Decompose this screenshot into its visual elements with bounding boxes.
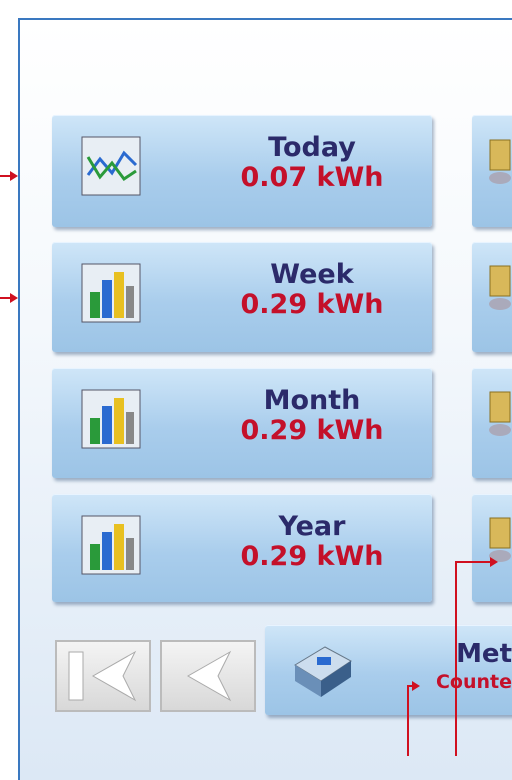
icon-bar — [90, 418, 100, 444]
meter-icon — [294, 646, 352, 697]
right-button[interactable] — [472, 115, 512, 227]
icon-bar — [114, 524, 124, 570]
button-text: Month 0.29 kWh — [202, 386, 422, 446]
icon-bar — [126, 538, 134, 570]
right-button[interactable] — [472, 242, 512, 352]
meter-button[interactable]: Met Counte — [265, 625, 512, 715]
icon-bar — [126, 286, 134, 318]
icon-line — [86, 156, 137, 182]
meter-label: Met — [456, 639, 512, 669]
button-label: Year — [278, 511, 346, 542]
icon-bar — [102, 406, 112, 444]
button-label: Month — [263, 385, 361, 416]
button-label: Today — [268, 132, 356, 163]
button-text: Week 0.29 kWh — [202, 260, 422, 320]
icon-bar — [90, 544, 100, 570]
button-label: Week — [270, 259, 354, 290]
annotations — [0, 171, 498, 756]
icon-bar — [102, 532, 112, 570]
icon-bar — [102, 280, 112, 318]
button-value: 0.29 kWh — [240, 541, 384, 572]
icon-bar — [126, 412, 134, 444]
meter-sublabel: Counte — [435, 671, 512, 693]
button-value: 0.29 kWh — [240, 415, 384, 446]
prev-page-button[interactable] — [160, 640, 256, 712]
stat-button[interactable]: Month 0.29 kWh — [52, 368, 432, 478]
button-text: Year 0.29 kWh — [202, 512, 422, 572]
chart-icon — [81, 389, 141, 449]
chart-icon — [81, 136, 141, 196]
stat-button[interactable]: Today 0.07 kWh — [52, 115, 432, 227]
chart-icon — [81, 263, 141, 323]
button-value: 0.29 kWh — [240, 289, 384, 320]
first-page-button[interactable] — [55, 640, 151, 712]
stat-button[interactable]: Year 0.29 kWh — [52, 494, 432, 602]
icon-bar — [114, 272, 124, 318]
stat-button[interactable]: Week 0.29 kWh — [52, 242, 432, 352]
icon-line — [86, 150, 138, 176]
db-icons — [489, 139, 511, 562]
button-text: Today 0.07 kWh — [202, 133, 422, 193]
first-icon — [68, 650, 137, 702]
button-value: 0.07 kWh — [240, 162, 384, 193]
icon-bar — [90, 292, 100, 318]
page: Today 0.07 kWh Week 0.29 kWh Month 0.29 kWh Ye… — [0, 18, 512, 780]
right-button[interactable] — [472, 368, 512, 478]
chart-icon — [81, 515, 141, 575]
prev-icon — [186, 650, 232, 702]
icon-bar — [114, 398, 124, 444]
